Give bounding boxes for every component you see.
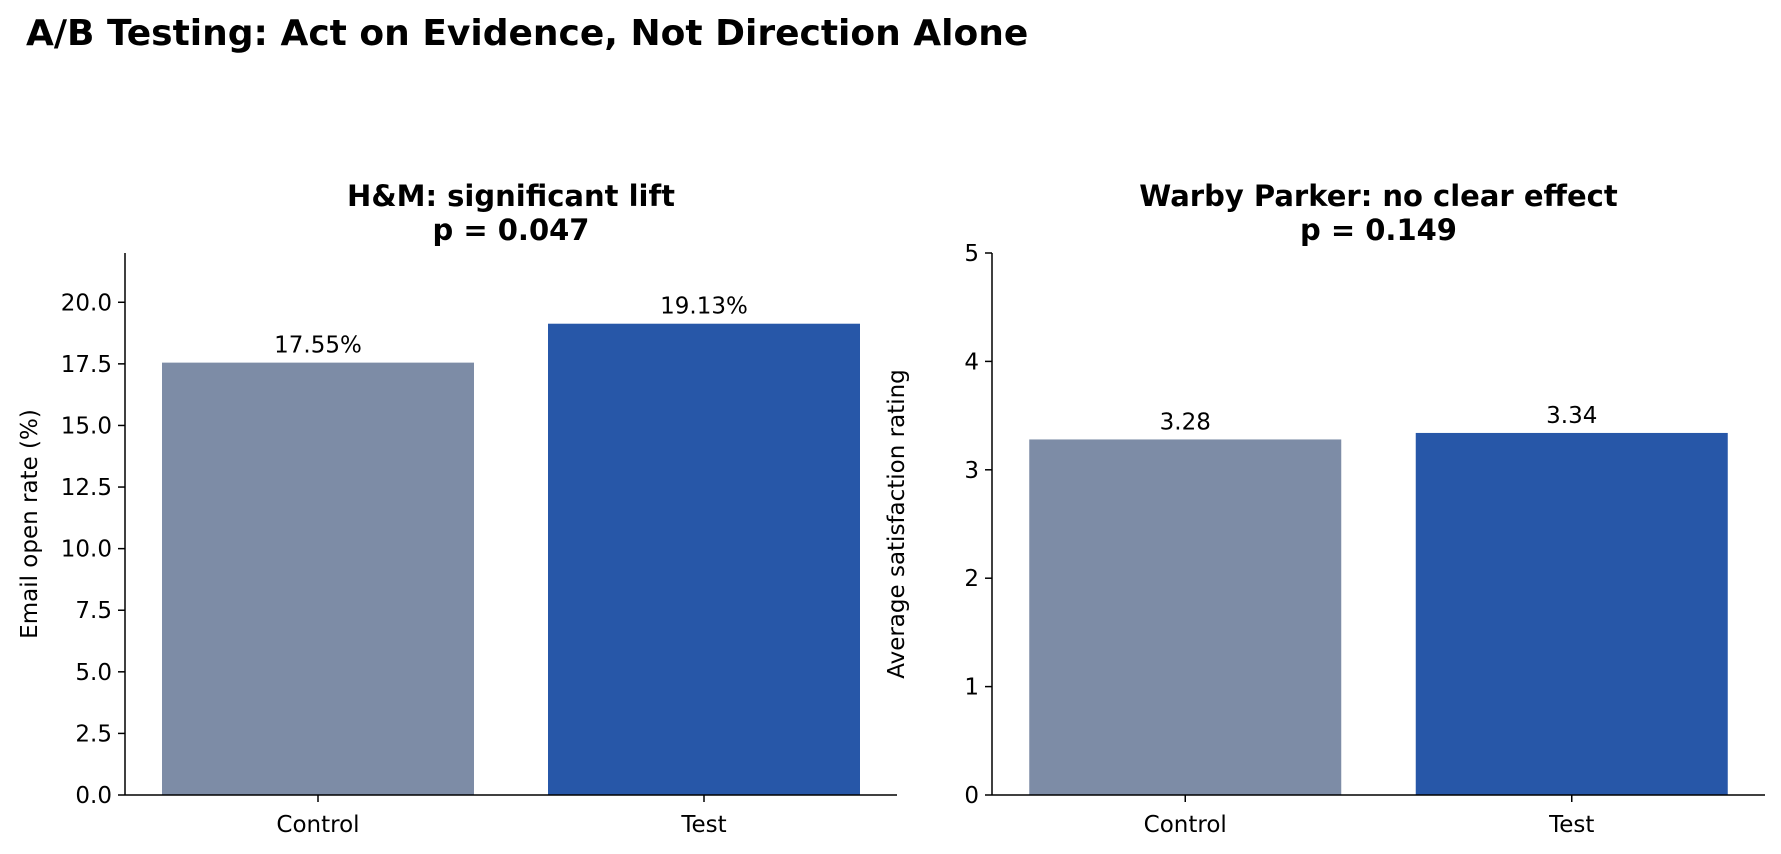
bar-test [548,323,860,795]
y-tick-label: 15.0 [61,413,112,439]
y-tick-label: 3 [964,458,979,484]
y-tick-label: 7.5 [75,598,112,624]
bar-value-label: 19.13% [660,294,748,320]
y-tick-label: 12.5 [61,475,112,501]
panel-warby-parker: Warby Parker: no clear effect p = 0.149 … [884,179,1765,838]
y-tick-label: 5.0 [75,660,112,686]
y-tick-label: 2 [964,566,979,592]
y-tick-label: 20.0 [61,290,112,316]
bar-control [162,362,474,795]
x-tick-label: Control [276,812,359,838]
y-tick-label: 0.0 [75,783,112,809]
y-tick-label: 0 [964,783,979,809]
y-tick-label: 4 [964,349,979,375]
y-axis-label: Email open rate (%) [17,409,43,639]
bar-control [1029,439,1342,795]
chart-suptitle: A/B Testing: Act on Evidence, Not Direct… [26,13,1028,54]
panel-subtitle: p = 0.149 [1300,213,1457,247]
y-tick-label: 2.5 [75,721,112,747]
y-axis-label: Average satisfaction rating [884,369,910,679]
x-tick-label: Control [1144,812,1227,838]
panel-hm: H&M: significant lift p = 0.047 Email op… [17,179,897,838]
y-tick-label: 1 [964,675,979,701]
bar-test [1415,432,1728,795]
y-tick-label: 10.0 [61,537,112,563]
bar-value-label: 17.55% [274,333,362,359]
panel-title: Warby Parker: no clear effect [1139,179,1618,213]
y-tick-label: 5 [964,241,979,267]
x-tick-label: Test [680,812,726,838]
panel-title: H&M: significant lift [347,179,675,213]
panel-subtitle: p = 0.047 [433,213,590,247]
bar-value-label: 3.34 [1546,403,1597,429]
x-tick-label: Test [1548,812,1594,838]
y-tick-label: 17.5 [61,352,112,378]
bar-value-label: 3.28 [1160,409,1211,435]
